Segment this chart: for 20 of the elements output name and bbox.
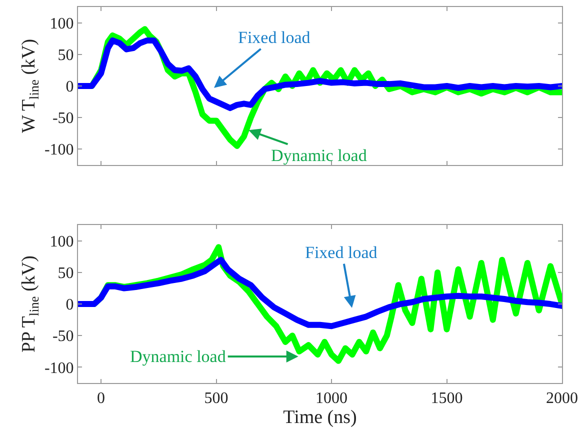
x-tick-label: 500 — [204, 390, 228, 408]
y-tick-label: 50 — [58, 265, 74, 282]
y-tick-label: 0 — [66, 78, 74, 96]
x-tick-label: 1500 — [430, 390, 463, 408]
y-tick-label: 100 — [50, 15, 74, 32]
y-tick-label: 50 — [58, 46, 74, 64]
y-tick-label: -50 — [52, 110, 74, 128]
y-tick-label: -100 — [44, 142, 74, 159]
x-tick-label: 0 — [97, 390, 106, 408]
y-tick-label: -100 — [44, 360, 74, 377]
annotation: Fixed load — [305, 243, 378, 262]
y-tick-label: -50 — [52, 328, 74, 346]
annotation: Dynamic load — [271, 146, 368, 165]
x-tick-label: 1000 — [316, 390, 348, 408]
annotation: Dynamic load — [130, 347, 226, 366]
y-tick-label: 100 — [50, 233, 74, 250]
x-axis-title: Time (ns) — [283, 407, 357, 428]
x-tick-label: 2000 — [546, 390, 578, 408]
annotation: Fixed load — [238, 28, 311, 47]
y-tick-label: 0 — [66, 296, 74, 314]
